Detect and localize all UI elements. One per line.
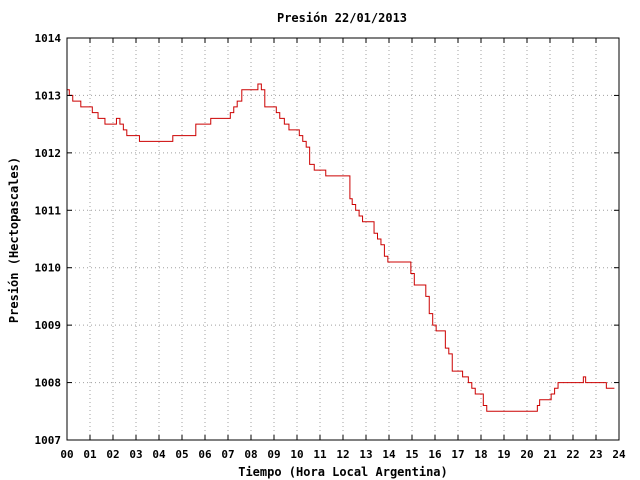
- x-tick-label: 24: [612, 448, 626, 461]
- grid-lines: [67, 38, 619, 440]
- x-tick-label: 10: [290, 448, 303, 461]
- y-tick-label: 1009: [35, 319, 62, 332]
- y-tick-label: 1010: [35, 262, 62, 275]
- series-line-0: [67, 83, 615, 412]
- x-tick-label: 06: [198, 448, 212, 461]
- x-tick-label: 01: [83, 448, 97, 461]
- x-tick-label: 16: [428, 448, 442, 461]
- x-axis-ticks: 00 01 02 03 04 05 06 07 08 09 10 11 12 13 14 15 16 17 18 19…: [60, 38, 626, 461]
- x-tick-label: 22: [566, 448, 579, 461]
- x-tick-label: 05: [175, 448, 188, 461]
- y-tick-label: 1014: [35, 32, 62, 45]
- x-axis-label: Tiempo (Hora Local Argentina): [238, 465, 448, 479]
- x-tick-label: 09: [267, 448, 280, 461]
- x-tick-label: 12: [336, 448, 349, 461]
- x-tick-label: 00: [60, 448, 73, 461]
- y-tick-label: 1013: [35, 89, 62, 102]
- x-tick-label: 13: [359, 448, 372, 461]
- series-group: [67, 83, 615, 412]
- x-tick-label: 20: [520, 448, 533, 461]
- x-tick-label: 18: [474, 448, 487, 461]
- x-tick-label: 02: [106, 448, 119, 461]
- x-tick-label: 15: [405, 448, 418, 461]
- x-tick-label: 07: [221, 448, 234, 461]
- x-tick-label: 21: [543, 448, 557, 461]
- x-tick-label: 08: [244, 448, 257, 461]
- x-tick-label: 14: [382, 448, 396, 461]
- y-tick-label: 1012: [35, 147, 62, 160]
- y-tick-label: 1007: [35, 434, 62, 447]
- y-axis-ticks: 1007 1008 1009 1010 1011 1012 1013 1014: [35, 32, 619, 447]
- x-tick-label: 03: [129, 448, 142, 461]
- x-tick-label: 11: [313, 448, 327, 461]
- x-tick-label: 04: [152, 448, 166, 461]
- x-tick-label: 19: [497, 448, 510, 461]
- x-tick-label: 23: [589, 448, 602, 461]
- y-tick-label: 1011: [35, 204, 62, 217]
- y-axis-label: Presión (Hectopascales): [7, 157, 21, 323]
- y-tick-label: 1008: [35, 377, 62, 390]
- chart-title: Presión 22/01/2013: [277, 11, 407, 25]
- x-tick-label: 17: [451, 448, 464, 461]
